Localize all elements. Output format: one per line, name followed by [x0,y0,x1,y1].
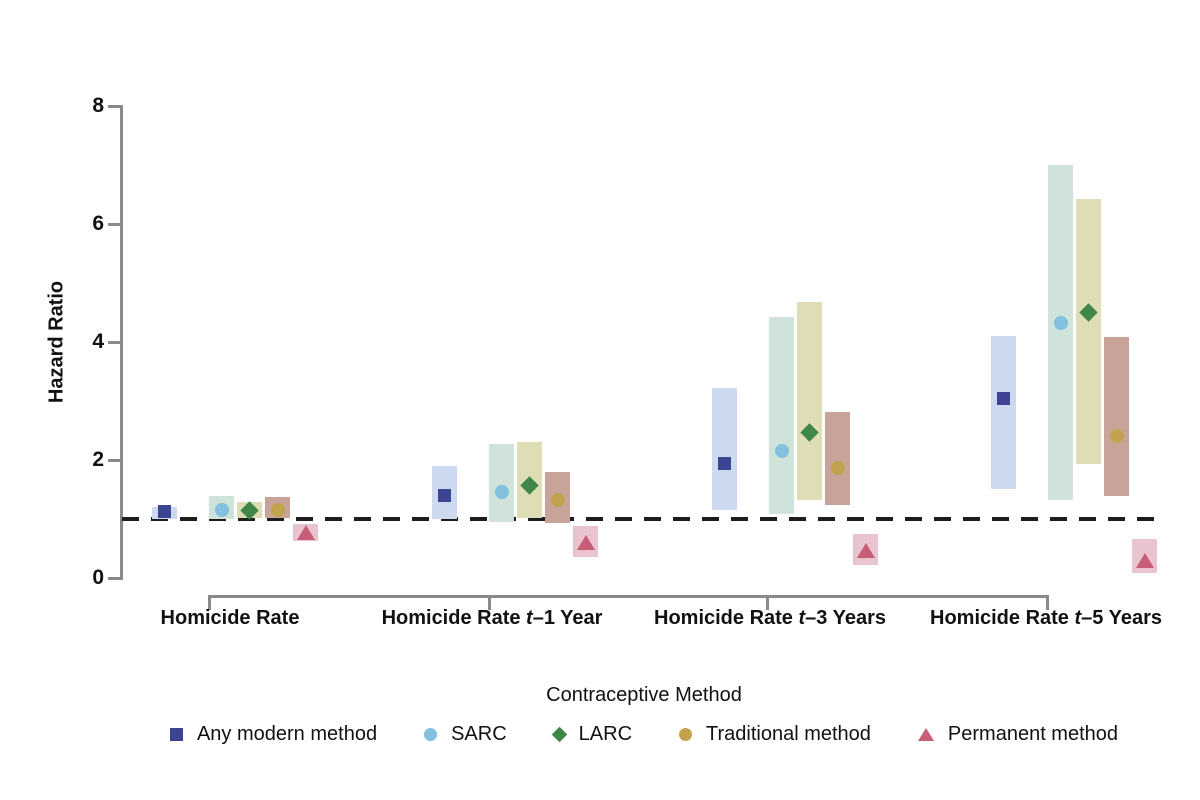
x-axis-tick [1046,595,1049,610]
y-tick-label: 2 [92,448,104,471]
point-marker-circle [774,444,789,459]
category-label: Homicide Rate t–1 Year [381,607,603,629]
legend-item-label: LARC [578,723,633,745]
legend-title: Contraceptive Method [546,684,742,706]
point-marker-triangle [576,534,595,550]
ci-band [1048,165,1073,500]
y-axis-tick [108,459,120,462]
legend-item: LARC [551,723,633,746]
y-axis-tick [108,341,120,344]
reference-line-hr1 [122,517,1158,521]
legend-item-label: Traditional method [706,723,871,745]
ci-band [489,444,514,522]
y-axis-line [120,105,123,580]
triangle-marker-icon [917,728,934,741]
category-label: Homicide Rate t–3 Years [654,607,886,629]
point-marker-circle [214,502,229,517]
legend: Contraceptive Method Any modern method SA… [88,684,1200,746]
circle-marker-icon [679,728,693,741]
legend-item: Any modern method [169,723,378,746]
legend-row: Any modern method SARC LARC Traditional met… [88,723,1200,746]
ci-band [991,336,1016,490]
point-marker-triangle [856,542,875,558]
point-marker-circle [1109,429,1124,444]
legend-item: Traditional method [679,723,871,746]
point-marker-circle [550,493,565,508]
ci-band [825,412,850,506]
legend-item-label: Any modern method [196,723,378,745]
ci-band [1076,199,1101,464]
point-marker-square [438,488,451,502]
point-marker-circle [270,503,285,518]
point-marker-triangle [1135,552,1154,568]
point-marker-circle [1053,315,1068,330]
y-tick-label: 6 [92,212,104,235]
legend-item: SARC [424,723,507,746]
ci-band [769,316,794,515]
y-tick-label: 4 [92,330,104,353]
x-axis-line [208,595,1049,598]
square-marker-icon [169,728,183,741]
point-marker-triangle [296,524,315,540]
category-label: Homicide Rate [160,607,300,629]
y-tick-label: 0 [92,566,104,589]
legend-item-label: SARC [451,723,507,745]
diamond-marker-icon [551,726,567,743]
y-axis-tick [108,223,120,226]
x-axis-tick [208,595,211,610]
ci-band [797,301,822,501]
x-axis-tick [488,595,491,610]
point-marker-square [997,391,1010,405]
category-label: Homicide Rate t–5 Years [930,607,1162,629]
ci-band [712,388,737,511]
point-marker-square [718,457,731,471]
point-marker-square [158,505,171,519]
point-marker-circle [494,484,509,499]
legend-item-label: Permanent method [947,723,1119,745]
y-axis-tick [108,577,120,580]
point-marker-circle [830,461,845,476]
circle-marker-icon [424,728,438,741]
legend-item: Permanent method [917,723,1119,746]
x-axis-tick [766,595,769,610]
y-tick-label: 8 [92,94,104,117]
y-axis-tick [108,105,120,108]
ci-band [1104,336,1129,496]
